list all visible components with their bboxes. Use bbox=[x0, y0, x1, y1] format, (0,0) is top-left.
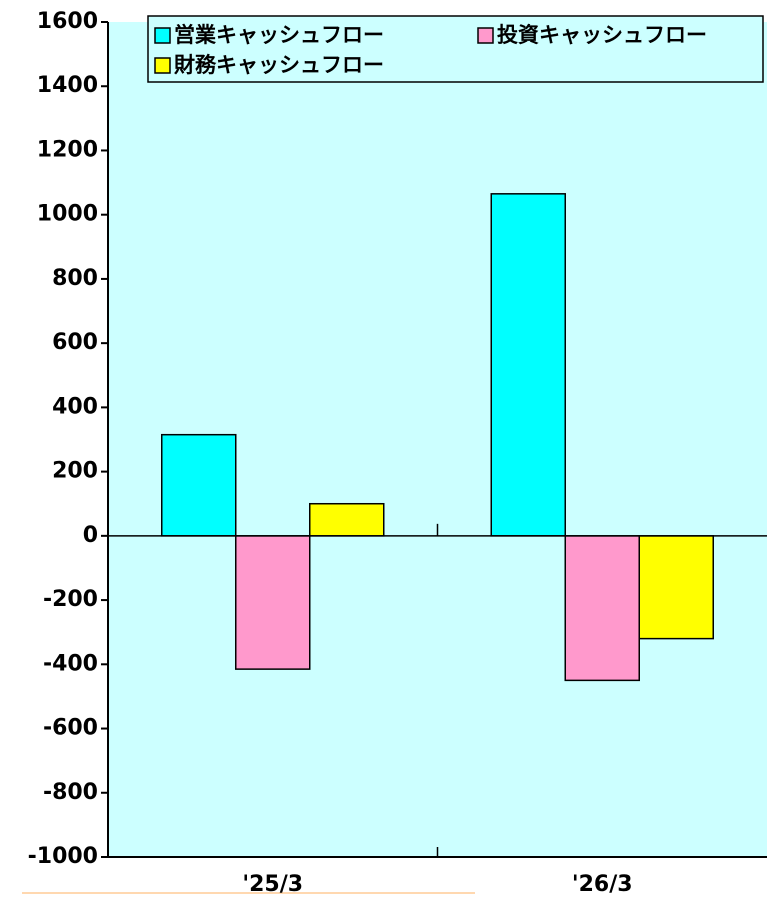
y-tick-label: -600 bbox=[43, 716, 98, 741]
x-tick-label: '26/3 bbox=[572, 872, 633, 897]
bar bbox=[235, 535, 311, 670]
y-tick-label: 200 bbox=[52, 459, 98, 484]
x-tick-label: '25/3 bbox=[242, 872, 303, 897]
y-tick-label: 800 bbox=[52, 266, 98, 291]
legend-swatch bbox=[154, 27, 171, 44]
y-tick-label: 1600 bbox=[37, 9, 98, 34]
bar bbox=[309, 502, 385, 537]
legend-swatch bbox=[477, 27, 494, 44]
bar bbox=[161, 433, 237, 537]
legend-label: 営業キャッシュフロー bbox=[174, 23, 384, 47]
bar bbox=[490, 193, 566, 537]
y-tick-label: 1200 bbox=[37, 137, 98, 162]
legend-label: 投資キャッシュフロー bbox=[497, 23, 707, 47]
y-tick-label: -800 bbox=[43, 780, 98, 805]
bar bbox=[638, 535, 714, 640]
legend-label: 財務キャッシュフロー bbox=[174, 53, 384, 77]
y-tick-label: 0 bbox=[83, 523, 98, 548]
y-tick-label: 1400 bbox=[37, 73, 98, 98]
y-tick-label: -400 bbox=[43, 651, 98, 676]
y-tick-label: 600 bbox=[52, 330, 98, 355]
y-tick-label: -1000 bbox=[28, 844, 98, 869]
y-tick-label: -200 bbox=[43, 587, 98, 612]
legend-swatch bbox=[154, 57, 171, 74]
y-tick-label: 400 bbox=[52, 394, 98, 419]
bar bbox=[564, 535, 640, 682]
y-tick-label: 1000 bbox=[37, 202, 98, 227]
legend bbox=[147, 15, 764, 83]
